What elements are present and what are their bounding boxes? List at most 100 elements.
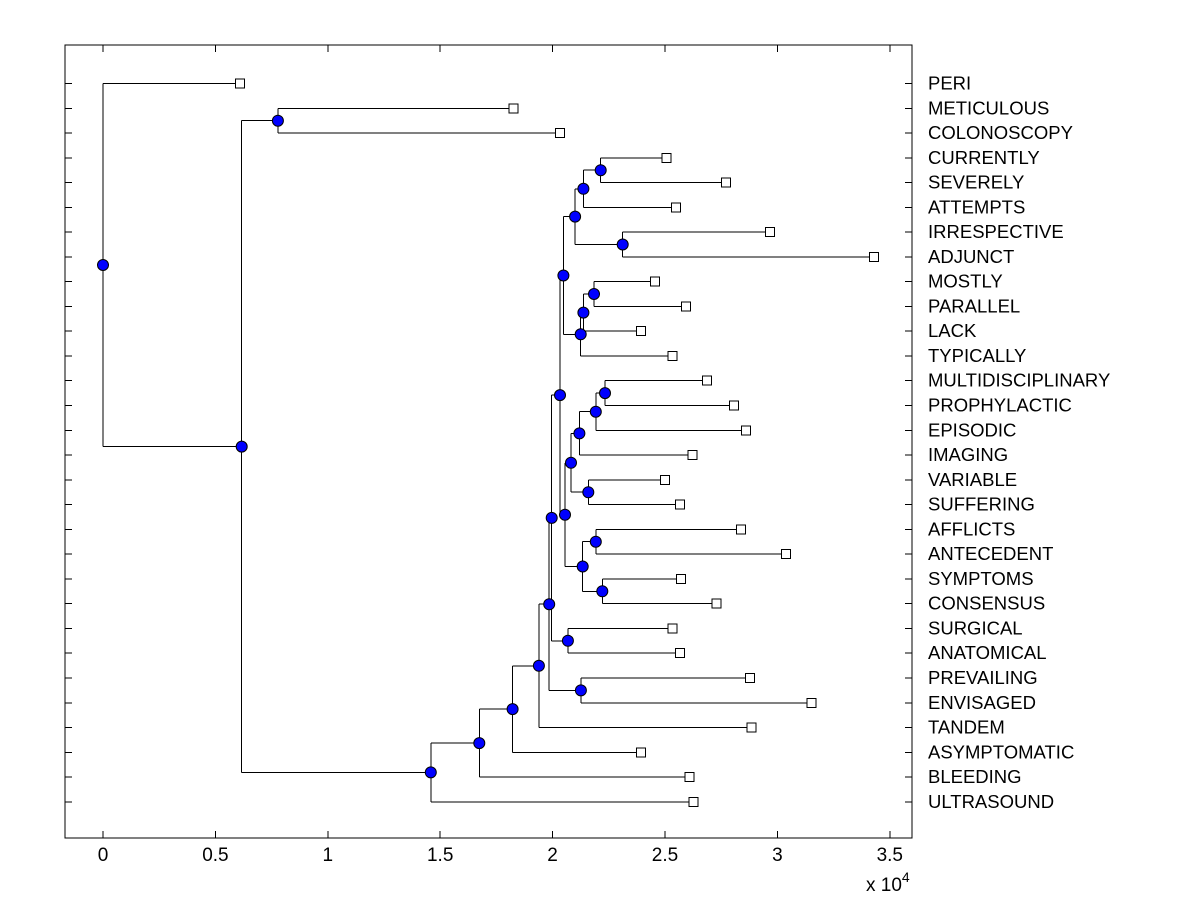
leaf-marker xyxy=(720,177,731,188)
leaf-marker xyxy=(780,549,791,560)
x-axis-tick-label: 2.5 xyxy=(652,845,678,866)
leaf-label: EPISODIC xyxy=(928,419,1016,440)
leaf-label: SYMPTOMS xyxy=(928,568,1034,589)
internal-node-marker xyxy=(561,634,574,647)
leaf-marker xyxy=(660,474,670,485)
leaf-label: AFFLICTS xyxy=(928,518,1015,539)
internal-node-marker xyxy=(574,328,587,341)
leaf-label: PROPHYLACTIC xyxy=(928,395,1072,416)
leaf-label: SURGICAL xyxy=(928,617,1023,638)
leaf-marker xyxy=(745,673,755,683)
leaf-marker xyxy=(235,78,246,89)
leaf-label: IMAGING xyxy=(928,444,1008,465)
leaf-marker xyxy=(740,425,751,436)
leaf-label: CURRENTLY xyxy=(928,147,1040,168)
internal-node-marker xyxy=(589,535,602,548)
internal-node-marker xyxy=(557,269,570,282)
leaf-label: ANTECEDENT xyxy=(928,543,1053,564)
leaf-marker xyxy=(555,128,565,138)
x-axis-tick-label: 3.5 xyxy=(877,845,903,866)
leaf-marker xyxy=(508,103,519,114)
leaf-marker xyxy=(675,499,686,510)
leaf-label: IRRESPECTIVE xyxy=(928,221,1064,242)
leaf-label: COLONOSCOPY xyxy=(928,122,1073,143)
leaf-marker xyxy=(684,772,695,783)
internal-node-marker xyxy=(582,486,595,499)
leaf-marker xyxy=(676,573,686,584)
leaf-marker xyxy=(675,648,686,659)
leaf-marker xyxy=(681,301,692,312)
leaf-label: LACK xyxy=(928,320,977,341)
leaf-label: PREVAILING xyxy=(928,667,1038,688)
leaf-label: ANATOMICAL xyxy=(928,642,1047,663)
axis-multiplier-label: x 104 xyxy=(866,869,910,896)
leaf-marker xyxy=(869,251,880,262)
x-axis-tick-label: 2 xyxy=(547,845,558,866)
internal-node-marker xyxy=(554,389,566,402)
leaf-label: SEVERELY xyxy=(928,172,1024,193)
internal-node-marker xyxy=(473,737,486,750)
leaf-label: METICULOUS xyxy=(928,97,1049,118)
internal-node-marker xyxy=(577,306,590,319)
internal-node-marker xyxy=(97,259,109,271)
internal-node-marker xyxy=(565,456,577,469)
leaf-marker xyxy=(729,400,740,411)
leaf-label: ADJUNCT xyxy=(928,246,1014,267)
leaf-marker xyxy=(635,326,646,337)
leaf-marker xyxy=(635,747,646,758)
axes-box xyxy=(64,44,913,839)
leaf-marker xyxy=(735,524,746,535)
leaf-label: SUFFERING xyxy=(928,494,1035,515)
internal-node-marker xyxy=(424,766,437,779)
leaf-marker xyxy=(650,276,661,287)
leaf-marker xyxy=(671,202,681,213)
internal-node-marker xyxy=(594,164,607,177)
leaf-label: TANDEM xyxy=(928,717,1005,738)
internal-node-marker xyxy=(577,182,590,195)
internal-node-marker xyxy=(589,405,602,418)
internal-node-marker xyxy=(543,598,556,611)
leaf-label: ULTRASOUND xyxy=(928,791,1054,812)
leaf-label: PARALLEL xyxy=(928,295,1020,316)
internal-node-marker xyxy=(271,114,284,127)
internal-node-marker xyxy=(588,288,600,300)
leaf-marker xyxy=(687,450,698,461)
leaf-label: BLEEDING xyxy=(928,766,1022,787)
leaf-marker xyxy=(746,722,757,733)
leaf-marker xyxy=(661,152,672,163)
leaf-marker xyxy=(688,796,699,807)
internal-node-marker xyxy=(235,440,248,453)
leaf-marker xyxy=(667,623,678,634)
leaf-marker xyxy=(701,375,712,386)
leaf-label: ATTEMPTS xyxy=(928,196,1025,217)
x-axis-tick-label: 1 xyxy=(323,845,334,866)
leaf-label: ENVISAGED xyxy=(928,692,1036,713)
x-axis-tick-label: 0 xyxy=(98,845,109,866)
internal-node-marker xyxy=(574,684,587,697)
leaf-label: CONSENSUS xyxy=(928,593,1045,614)
internal-node-marker xyxy=(545,511,558,524)
internal-node-marker xyxy=(576,560,589,573)
leaf-label: ASYMPTOMATIC xyxy=(928,741,1074,762)
x-axis-tick-label: 0.5 xyxy=(202,845,228,866)
leaf-label: PERI xyxy=(928,73,971,94)
leaf-label: TYPICALLY xyxy=(928,345,1026,366)
internal-node-marker xyxy=(532,659,545,672)
internal-node-marker xyxy=(569,210,582,223)
internal-node-marker xyxy=(599,387,611,400)
internal-node-marker xyxy=(616,238,629,251)
leaf-label: MULTIDISCIPLINARY xyxy=(928,370,1110,391)
internal-node-marker xyxy=(559,508,571,521)
x-axis-tick-label: 3 xyxy=(772,845,783,866)
leaf-label: MOSTLY xyxy=(928,271,1003,292)
internal-node-marker xyxy=(596,585,609,598)
leaf-marker xyxy=(765,227,775,238)
leaf-label: VARIABLE xyxy=(928,469,1017,490)
internal-node-marker xyxy=(573,427,586,440)
leaf-marker xyxy=(711,598,722,609)
internal-node-marker xyxy=(506,703,519,716)
leaf-marker xyxy=(806,697,817,708)
x-axis-tick-label: 1.5 xyxy=(427,845,453,866)
